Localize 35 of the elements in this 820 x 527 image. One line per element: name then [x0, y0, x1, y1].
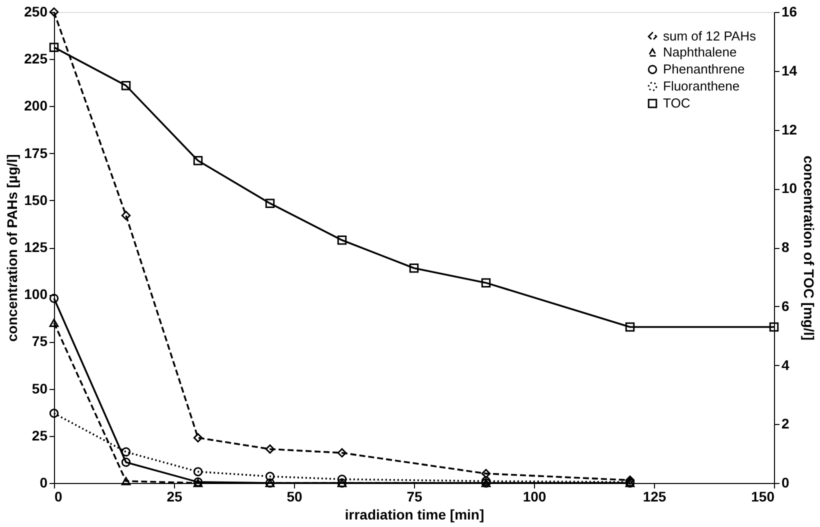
y-tick-label: 250	[24, 4, 48, 20]
legend-label: Phenanthrene	[663, 62, 745, 76]
legend-label: sum of 12 PAHs	[663, 28, 756, 44]
x-tick-label: 125	[642, 488, 666, 504]
y-tick-label: 25	[32, 427, 48, 444]
y-tick-label: 200	[24, 98, 48, 114]
y-tick-label: 100	[24, 286, 48, 302]
y2-tick-label: 0	[782, 474, 790, 490]
y-tick-label: 225	[24, 50, 48, 67]
x-tick-label: 50	[286, 488, 302, 504]
y-tick-label: 150	[24, 192, 48, 208]
y-tick-label: 75	[32, 333, 48, 350]
y-axis-title: concentration of PAHs [µg/l]	[4, 154, 20, 342]
y-tick-label: 125	[24, 239, 48, 255]
y2-tick-label: 12	[782, 121, 798, 138]
y-tick-label: 50	[32, 380, 48, 396]
y2-tick-label: 4	[782, 356, 790, 373]
x-tick-label: 0	[54, 488, 62, 504]
y-tick-label: 0	[40, 474, 48, 490]
y2-tick-label: 2	[782, 416, 790, 432]
x-tick-label: 150	[751, 488, 775, 504]
y2-tick-label: 8	[782, 239, 790, 255]
legend-label: Fluoranthene	[663, 78, 740, 94]
y2-tick-label: 14	[782, 62, 798, 78]
x-tick-label: 25	[166, 488, 182, 504]
y2-axis-title: concentration of TOC [mg/l]	[801, 156, 818, 340]
y-tick-label: 175	[24, 144, 48, 161]
y2-tick-label: 6	[782, 298, 790, 314]
legend-label: Naphthalene	[663, 44, 737, 60]
x-tick-label: 100	[522, 488, 546, 504]
y2-tick-label: 10	[782, 180, 798, 196]
x-axis-title: irradiation time [min]	[344, 506, 484, 522]
legend-label: TOC	[663, 96, 690, 110]
x-tick-label: 75	[406, 488, 422, 504]
y2-tick-label: 16	[782, 4, 798, 20]
